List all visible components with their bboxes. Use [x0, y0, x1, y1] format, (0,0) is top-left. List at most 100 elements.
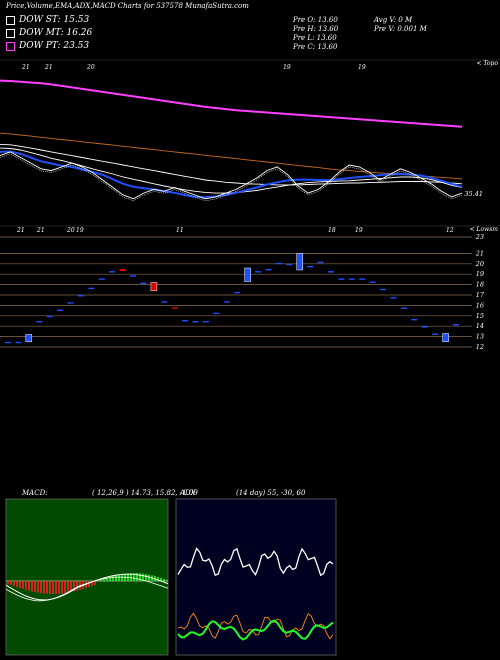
adx-line — [177, 547, 334, 577]
price-candle — [307, 265, 314, 268]
ema-date-label: 21 — [44, 64, 53, 71]
ema-date-label: 19 — [283, 64, 291, 71]
price-date-label: 20 — [66, 227, 75, 234]
ema-date-label: 19 — [358, 64, 366, 71]
price-tick-label: 19 — [476, 270, 484, 278]
price-candle — [369, 281, 376, 283]
price-tick-label: 15 — [476, 312, 484, 320]
ema-series-line — [0, 79, 463, 128]
price-candle — [46, 315, 53, 318]
price-tick-label: 17 — [476, 291, 485, 299]
ema-series-line — [0, 150, 463, 199]
legend-dow-pt: DOW PT: 23.53 — [6, 41, 89, 51]
price-candle — [265, 269, 272, 271]
macd-params: ( 12,26,9 ) 14.73, 15.82, -1.09 — [92, 489, 198, 497]
price-candle — [5, 341, 11, 344]
macd-line — [5, 573, 169, 601]
price-tick-label: 18 — [476, 281, 484, 289]
macd-signal-line — [5, 576, 169, 602]
ohlc-high: Pre H: 13.60 — [293, 25, 339, 33]
price-date-label: 21 — [16, 227, 25, 234]
price-candle — [109, 271, 116, 273]
price-candle — [411, 318, 418, 321]
adx-title: ADX — [180, 489, 196, 497]
price-tick-label: 21 — [475, 249, 484, 257]
price-tick-label: 23 — [475, 233, 484, 241]
price-candle — [130, 275, 136, 277]
adx-params: (14 day) 55, -30, 60 — [236, 489, 306, 497]
price-candle — [421, 326, 428, 328]
ohlc-pre-volume: Pre V: 0.001 M — [374, 25, 427, 33]
legend-label-mt: DOW MT: 16.26 — [19, 28, 93, 38]
price-candle — [15, 341, 22, 344]
ema-date-label: 21 — [21, 64, 30, 71]
price-tick-label: 12 — [476, 343, 484, 351]
price-candle — [296, 253, 303, 271]
ohlc-open: Pre O: 13.60 — [293, 16, 338, 24]
price-candle — [36, 321, 43, 323]
adx-minus-di-line — [177, 619, 334, 641]
adx-plus-di-line — [177, 612, 334, 640]
legend-swatch-st — [6, 15, 15, 25]
price-candle — [77, 295, 84, 297]
price-tick-label: 14 — [476, 322, 484, 330]
price-candle — [317, 261, 324, 264]
price-candle — [67, 302, 74, 304]
price-candle — [88, 287, 95, 290]
price-candle — [359, 278, 366, 280]
legend-label-pt: DOW PT: 23.53 — [19, 41, 90, 51]
price-candle — [119, 269, 126, 272]
legend-swatch-pt — [6, 41, 15, 51]
price-candle — [348, 278, 355, 280]
ema-date-label: 20 — [86, 64, 95, 71]
price-tick-label: 16 — [476, 301, 484, 309]
legend-dow-mt: DOW MT: 16.26 — [6, 28, 92, 38]
price-candle — [400, 307, 407, 309]
price-candle — [453, 324, 459, 326]
price-candle — [140, 282, 147, 284]
price-candle — [57, 309, 64, 311]
price-date-label: 18 — [328, 227, 336, 234]
adx-panel-bg — [175, 498, 337, 656]
price-candle — [161, 301, 168, 303]
price-candle — [182, 320, 189, 322]
ema-top-label: < Topo — [476, 60, 498, 67]
price-candle — [25, 334, 33, 343]
price-date-label: 12 — [446, 227, 454, 234]
price-date-label: 21 — [36, 227, 45, 234]
price-candle — [234, 291, 241, 294]
price-candle — [338, 278, 345, 280]
price-tick-label: 13 — [476, 333, 484, 341]
macd-panel-bg — [5, 498, 169, 656]
price-top-label: < Lowsm — [470, 226, 499, 233]
ema-price-label: 35.41 — [464, 190, 483, 198]
price-candle — [442, 333, 449, 343]
price-date-label: 19 — [355, 227, 363, 234]
legend-dow-st: DOW ST: 15.53 — [6, 15, 89, 25]
ohlc-close: Pre C: 13.60 — [293, 43, 338, 51]
legend-label-st: DOW ST: 15.53 — [19, 15, 90, 25]
price-candle — [244, 267, 251, 282]
ema-series-line — [0, 132, 463, 180]
chart-title: Price,Volume,EMA,ADX,MACD Charts for 537… — [6, 2, 249, 10]
price-candle — [390, 297, 397, 299]
price-candle — [192, 321, 199, 323]
price-candle — [98, 278, 105, 280]
ema-series-line — [0, 143, 463, 186]
price-candle — [171, 307, 178, 309]
ema-series-line — [0, 151, 463, 200]
price-candle — [432, 333, 439, 335]
price-candle — [286, 263, 293, 266]
price-candle — [150, 282, 158, 292]
legend-swatch-mt — [6, 28, 15, 38]
ohlc-low: Pre L: 13.60 — [293, 34, 337, 42]
price-candle — [223, 301, 230, 303]
price-candle — [255, 271, 261, 273]
price-candle — [275, 262, 282, 265]
price-candle — [328, 271, 334, 273]
price-candle — [203, 321, 209, 323]
price-candle — [213, 312, 220, 315]
ohlc-avg-volume: Avg V: 0 M — [374, 16, 413, 24]
macd-title: MACD: — [22, 489, 48, 497]
